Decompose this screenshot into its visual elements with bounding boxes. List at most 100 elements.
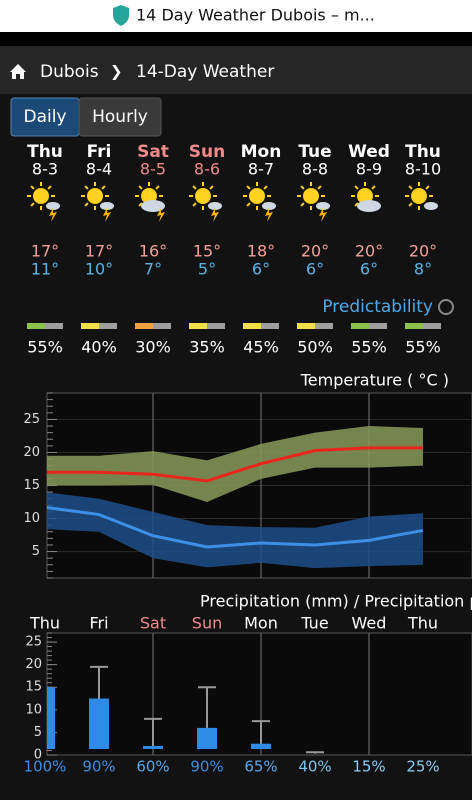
weather-icon bbox=[405, 182, 438, 210]
low-temp: 6° bbox=[306, 260, 324, 279]
y-tick-label: 20 bbox=[25, 657, 42, 672]
cloud bbox=[262, 202, 276, 210]
tab-label[interactable]: Hourly bbox=[92, 107, 148, 127]
sun bbox=[303, 188, 319, 204]
sun-ray bbox=[408, 185, 413, 190]
predictability-value: 40% bbox=[81, 338, 117, 357]
predictability-value: 55% bbox=[405, 338, 441, 357]
sun-ray bbox=[47, 185, 52, 190]
sun-ray bbox=[246, 185, 251, 190]
predictability-label[interactable]: Predictability bbox=[322, 297, 433, 317]
precip-day: Tue bbox=[300, 614, 328, 633]
y-tick-label: 15 bbox=[25, 680, 42, 695]
y-tick-label: 10 bbox=[25, 702, 42, 717]
nav-separator: ❯ bbox=[110, 63, 123, 81]
sun-ray bbox=[138, 185, 143, 190]
sun-ray bbox=[84, 185, 89, 190]
high-temp: 20° bbox=[301, 242, 329, 261]
predictability-rest bbox=[315, 323, 333, 329]
predictability-bar bbox=[405, 323, 423, 329]
predictability-rest bbox=[99, 323, 117, 329]
browser-bar bbox=[0, 0, 472, 32]
tab-label[interactable]: Daily bbox=[23, 107, 66, 127]
nav-location[interactable]: Dubois bbox=[40, 62, 99, 82]
temp-line bbox=[47, 506, 424, 549]
precip-probability: 40% bbox=[298, 758, 331, 776]
cloud bbox=[100, 202, 114, 210]
predictability-bar bbox=[297, 323, 315, 329]
sun-ray bbox=[371, 185, 376, 190]
high-temp: 17° bbox=[85, 242, 113, 261]
low-temp: 7° bbox=[144, 260, 162, 279]
temperature-series bbox=[47, 426, 424, 569]
cloud bbox=[141, 200, 165, 212]
sun-ray bbox=[246, 202, 251, 207]
low-temp: 6° bbox=[360, 260, 378, 279]
predictability-icon[interactable] bbox=[438, 299, 454, 315]
predictability-rest bbox=[369, 323, 387, 329]
predictability-rest bbox=[153, 323, 171, 329]
precip-day: Thu bbox=[407, 614, 438, 633]
day-name: Sun bbox=[189, 142, 225, 162]
sun bbox=[249, 188, 265, 204]
precip-probability: 15% bbox=[352, 758, 385, 776]
y-tick-label: 0 bbox=[34, 748, 42, 763]
predictability-value: 35% bbox=[189, 338, 225, 357]
predictability-bar bbox=[27, 323, 45, 329]
y-tick-label: 25 bbox=[25, 635, 42, 650]
low-temp: 11° bbox=[31, 260, 59, 279]
precipitation-plot bbox=[46, 632, 472, 756]
predictability-bar bbox=[81, 323, 99, 329]
sun-ray bbox=[84, 202, 89, 207]
high-temp: 15° bbox=[193, 242, 221, 261]
precip-day: Thu bbox=[29, 614, 60, 633]
day-name: Mon bbox=[241, 142, 282, 162]
y-tick-label: 5 bbox=[34, 725, 42, 740]
precip-probability: 90% bbox=[82, 758, 115, 776]
day-date: 8-5 bbox=[140, 160, 166, 179]
shield-icon bbox=[113, 5, 129, 26]
weather-icon bbox=[81, 182, 114, 222]
sun bbox=[33, 188, 49, 204]
bolt bbox=[157, 208, 165, 222]
sun-ray bbox=[30, 202, 35, 207]
y-tick-label: 25 bbox=[23, 412, 40, 427]
precip-bar bbox=[89, 698, 109, 749]
precip-probability: 65% bbox=[244, 758, 277, 776]
sun bbox=[87, 188, 103, 204]
y-tick-label: 20 bbox=[23, 445, 40, 460]
low-temp: 6° bbox=[252, 260, 270, 279]
sun-ray bbox=[138, 202, 143, 207]
sun bbox=[411, 188, 427, 204]
strip bbox=[0, 32, 472, 46]
cloud bbox=[424, 202, 438, 210]
sun-ray bbox=[408, 202, 413, 207]
precip-probability: 60% bbox=[136, 758, 169, 776]
weather-icon bbox=[297, 182, 330, 222]
y-tick-label: 5 bbox=[32, 544, 40, 559]
browser-title: 14 Day Weather Dubois – m... bbox=[136, 6, 375, 25]
nav-page: 14-Day Weather bbox=[136, 62, 274, 82]
nav-bar bbox=[0, 46, 472, 94]
range-band bbox=[47, 492, 423, 569]
sun-ray bbox=[209, 185, 214, 190]
high-temp: 20° bbox=[355, 242, 383, 261]
y-tick-label: 10 bbox=[23, 511, 40, 526]
tab-hourly[interactable] bbox=[78, 97, 162, 137]
day-name: Wed bbox=[348, 142, 390, 162]
sun-ray bbox=[354, 185, 359, 190]
predictability-rest bbox=[423, 323, 441, 329]
predictability-value: 45% bbox=[243, 338, 279, 357]
high-temp: 18° bbox=[247, 242, 275, 261]
bolt bbox=[211, 208, 219, 222]
weather-icon bbox=[351, 182, 381, 212]
bolt bbox=[103, 208, 111, 222]
bolt bbox=[49, 208, 57, 222]
cloud bbox=[357, 200, 381, 212]
precip-series bbox=[47, 665, 324, 754]
precip-probability: 100% bbox=[24, 758, 67, 776]
precip-bar bbox=[143, 745, 163, 749]
home-icon[interactable] bbox=[10, 64, 26, 79]
precip-bar bbox=[251, 743, 271, 749]
